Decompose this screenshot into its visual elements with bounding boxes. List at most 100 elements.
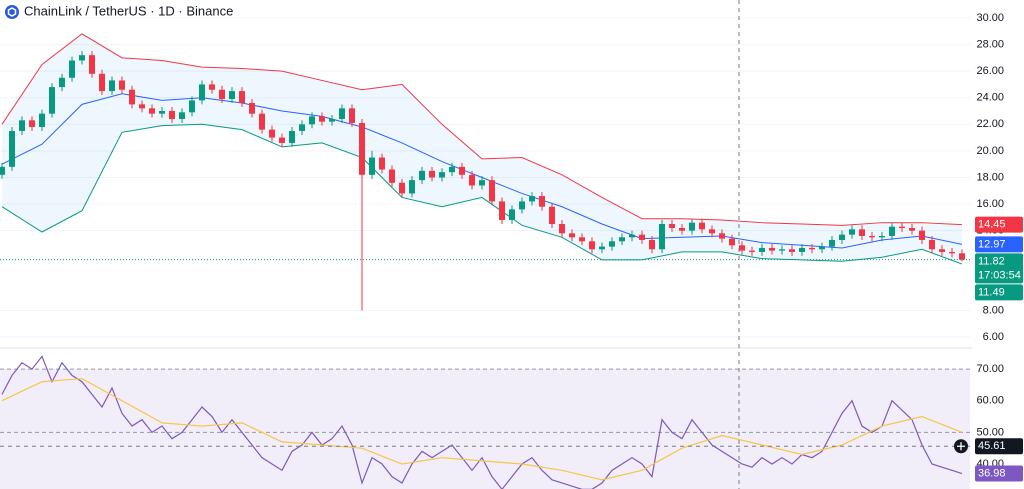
y-tick-label: 30.00 bbox=[976, 12, 1004, 24]
candle-body bbox=[749, 250, 755, 252]
y-tick-label: 50.00 bbox=[976, 426, 1004, 438]
price-label: 12.97 bbox=[978, 238, 1006, 250]
y-tick-label: 28.00 bbox=[976, 38, 1004, 50]
candle-body bbox=[419, 170, 425, 181]
candle-body bbox=[639, 234, 645, 240]
candle-body bbox=[379, 157, 385, 170]
candle-body bbox=[919, 230, 925, 240]
candle-body bbox=[959, 253, 965, 260]
y-tick-label: 6.00 bbox=[983, 331, 1004, 343]
candle-body bbox=[369, 157, 375, 175]
candle-body bbox=[319, 116, 325, 122]
candle-body bbox=[839, 234, 845, 240]
candle-body bbox=[189, 100, 195, 113]
candle-body bbox=[709, 229, 715, 234]
price-label-box bbox=[975, 236, 1023, 253]
value-label-box bbox=[975, 438, 1023, 455]
candle-body bbox=[179, 112, 185, 119]
candle-body bbox=[389, 169, 395, 183]
value-label: 36.98 bbox=[978, 467, 1006, 479]
candle-body bbox=[619, 237, 625, 242]
candle-body bbox=[539, 196, 545, 207]
candle-body bbox=[249, 103, 255, 114]
price-label: 11.49 bbox=[978, 286, 1005, 298]
candle-body bbox=[519, 201, 525, 210]
candle-body bbox=[349, 108, 355, 123]
y-tick-label: 24.00 bbox=[976, 92, 1004, 104]
candle-body bbox=[499, 201, 505, 221]
candle-body bbox=[889, 226, 895, 236]
candle-body bbox=[879, 235, 885, 238]
candle-body bbox=[689, 222, 695, 231]
candle-body bbox=[309, 116, 315, 125]
candle-body bbox=[89, 55, 95, 74]
candle-body bbox=[849, 229, 855, 235]
candle-body bbox=[169, 111, 175, 119]
candle-body bbox=[549, 206, 555, 225]
candle-body bbox=[659, 224, 665, 250]
candle-body bbox=[19, 120, 25, 131]
candle-body bbox=[739, 245, 745, 251]
candle-body bbox=[289, 130, 295, 143]
candle-body bbox=[239, 91, 245, 104]
candle-body bbox=[869, 235, 875, 238]
y-tick-label: 70.00 bbox=[976, 363, 1004, 375]
candle-body bbox=[799, 247, 805, 252]
candle-body bbox=[779, 249, 785, 251]
price-axis: 30.00 28.00 26.00 24.00 22.00 20.00 18.00 16.00… bbox=[954, 0, 1024, 489]
candle-body bbox=[79, 55, 85, 61]
candle-body bbox=[449, 166, 455, 173]
candle-body bbox=[579, 237, 585, 242]
price-label: 14.45 bbox=[978, 219, 1006, 231]
candle-body bbox=[669, 224, 675, 229]
candle-body bbox=[469, 174, 475, 186]
candle-body bbox=[329, 118, 335, 122]
candle-body bbox=[949, 251, 955, 254]
value-label-box bbox=[975, 465, 1023, 482]
candle-body bbox=[129, 89, 135, 105]
candle-body bbox=[759, 247, 765, 252]
chart-title: ChainLink / TetherUS · 1D · Binance bbox=[24, 3, 233, 18]
candle-body bbox=[429, 170, 435, 178]
candle-body bbox=[39, 113, 45, 127]
candle-body bbox=[649, 239, 655, 250]
symbol-logo-mark bbox=[7, 7, 17, 17]
candle-body bbox=[609, 241, 615, 247]
y-tick-label: 60.00 bbox=[976, 395, 1004, 407]
candle-body bbox=[339, 108, 345, 119]
candle-body bbox=[899, 226, 905, 229]
candle-body bbox=[629, 234, 635, 238]
rsi-band bbox=[0, 369, 970, 489]
candle-body bbox=[279, 137, 285, 143]
candle-body bbox=[819, 246, 825, 250]
candle-body bbox=[529, 196, 535, 202]
candle-body bbox=[49, 87, 55, 114]
candle-body bbox=[29, 120, 35, 127]
candle-body bbox=[729, 238, 735, 246]
candle-body bbox=[409, 180, 415, 194]
y-tick-label: 18.00 bbox=[976, 171, 1004, 183]
candle-body bbox=[939, 249, 945, 252]
candle-body bbox=[439, 172, 445, 178]
bollinger-upper bbox=[1, 33, 963, 226]
y-tick-label: 16.00 bbox=[976, 198, 1004, 210]
rsi-line bbox=[1, 377, 963, 481]
candle-body bbox=[569, 233, 575, 238]
candle-body bbox=[0, 166, 5, 175]
candle-body bbox=[159, 111, 165, 114]
candle-body bbox=[149, 108, 155, 114]
candle-body bbox=[859, 229, 865, 236]
title-bar: ChainLink / TetherUS · 1D · Binance bbox=[5, 3, 233, 19]
candle-body bbox=[259, 113, 265, 130]
candle-body bbox=[229, 91, 235, 100]
candle-body bbox=[109, 80, 115, 92]
candle-body bbox=[679, 228, 685, 231]
price-label: 11.82 bbox=[978, 255, 1005, 267]
candle-body bbox=[769, 247, 775, 251]
candle-body bbox=[69, 60, 75, 78]
symbol-logo bbox=[5, 5, 19, 19]
candle-body bbox=[139, 104, 145, 109]
price-pane bbox=[0, 17, 970, 338]
candle-body bbox=[119, 80, 125, 90]
